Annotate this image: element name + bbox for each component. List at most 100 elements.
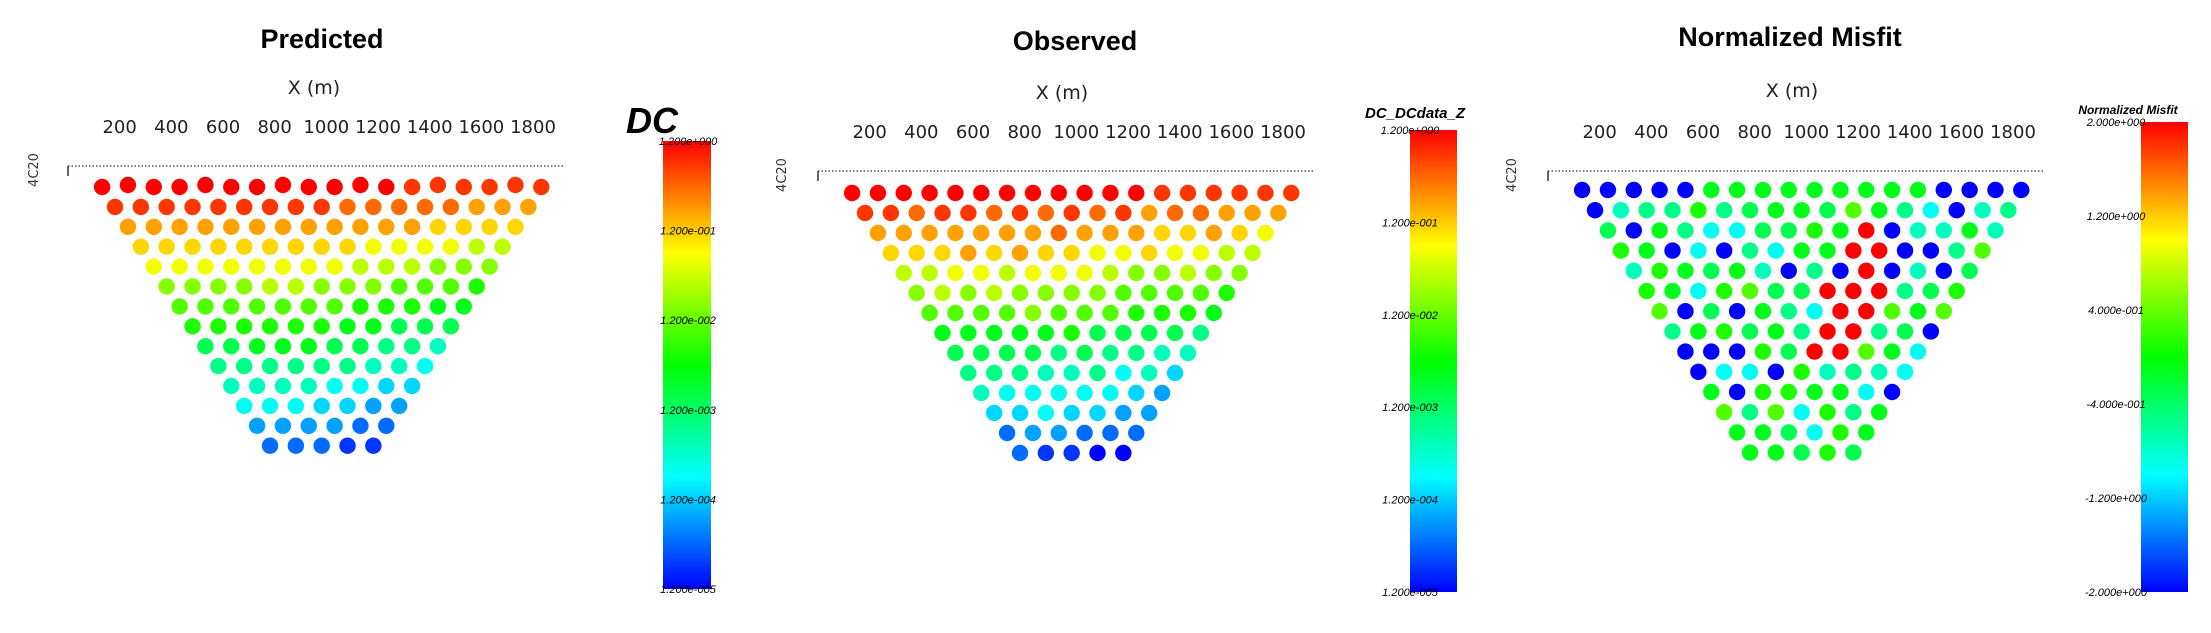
data-point bbox=[378, 377, 395, 395]
data-point bbox=[1832, 343, 1849, 360]
data-point bbox=[261, 357, 279, 375]
data-point bbox=[248, 298, 266, 315]
data-point bbox=[1883, 262, 1901, 279]
x-tick-label: 1600 bbox=[458, 117, 504, 138]
data-point bbox=[1651, 303, 1668, 320]
data-point bbox=[403, 377, 421, 395]
data-point bbox=[339, 318, 356, 335]
data-point bbox=[378, 298, 395, 315]
data-point bbox=[1599, 222, 1617, 239]
data-point bbox=[1270, 204, 1287, 222]
data-point bbox=[1063, 204, 1080, 222]
colorbar-tick-label: -2.000e+000 bbox=[2085, 587, 2148, 599]
data-point bbox=[1638, 282, 1655, 300]
data-point bbox=[1832, 424, 1849, 441]
data-point bbox=[158, 278, 175, 295]
data-point bbox=[158, 238, 175, 255]
data-point bbox=[403, 338, 421, 355]
data-point bbox=[1089, 204, 1106, 222]
data-point bbox=[223, 298, 240, 315]
data-point bbox=[1076, 424, 1093, 442]
data-point bbox=[300, 298, 317, 315]
data-point bbox=[197, 176, 214, 194]
data-point bbox=[882, 244, 900, 262]
data-point bbox=[1741, 282, 1759, 300]
data-point bbox=[390, 318, 408, 335]
data-point bbox=[507, 176, 524, 194]
data-point bbox=[1102, 224, 1119, 242]
colorbar: DC_DCdata_Z 1.200e+000 1.200e-001 1.200e-0… bbox=[1365, 105, 1466, 599]
panel-observed: Observed X (m) 200 400 600 800 1000 1200 1400 1… bbox=[775, 26, 1466, 599]
data-point bbox=[390, 198, 408, 216]
x-tick-label: 1800 bbox=[1260, 122, 1306, 143]
data-point bbox=[1115, 204, 1132, 222]
data-point bbox=[1715, 404, 1733, 421]
data-point bbox=[1102, 384, 1119, 402]
data-point bbox=[313, 437, 330, 454]
data-point bbox=[1948, 282, 1965, 300]
data-point bbox=[339, 397, 356, 415]
data-point bbox=[1677, 222, 1694, 239]
data-point bbox=[1625, 181, 1642, 199]
data-point bbox=[1819, 444, 1836, 461]
data-point bbox=[1909, 262, 1927, 279]
data-point bbox=[429, 298, 447, 315]
data-point bbox=[1128, 224, 1145, 242]
data-point bbox=[468, 278, 485, 295]
data-point bbox=[274, 298, 292, 315]
data-point bbox=[1909, 343, 1927, 360]
data-point bbox=[1140, 244, 1158, 262]
data-point bbox=[856, 204, 874, 222]
data-point bbox=[1166, 244, 1184, 262]
data-point bbox=[960, 204, 977, 222]
colorbar-tick-label: 1.200e-004 bbox=[1382, 495, 1438, 507]
data-point bbox=[468, 198, 485, 216]
panel-title: Normalized Misfit bbox=[1678, 22, 1902, 52]
data-point bbox=[1741, 444, 1759, 461]
data-point bbox=[1780, 303, 1797, 320]
data-point bbox=[145, 258, 162, 275]
data-point bbox=[210, 278, 227, 295]
data-point bbox=[1625, 262, 1642, 279]
data-point bbox=[481, 258, 498, 275]
data-point bbox=[1870, 282, 1888, 300]
colorbar-tick-label: 1.200e+000 bbox=[659, 136, 718, 148]
colorbar-tick-label: 2.000e+000 bbox=[2086, 117, 2146, 129]
data-point bbox=[261, 278, 279, 295]
data-point bbox=[1011, 444, 1029, 462]
data-point bbox=[895, 264, 912, 282]
data-point bbox=[1896, 282, 1914, 300]
data-point bbox=[313, 318, 330, 335]
data-point bbox=[1883, 343, 1901, 360]
data-point bbox=[223, 377, 240, 395]
x-tick-labels: 200 400 600 800 1000 1200 1400 1600 1800 bbox=[102, 117, 555, 138]
data-point bbox=[352, 298, 369, 315]
x-tick-label: 800 bbox=[1737, 122, 1771, 143]
data-point bbox=[1961, 181, 1978, 199]
data-point bbox=[1218, 204, 1235, 222]
data-point bbox=[365, 278, 382, 295]
data-point bbox=[1806, 303, 1823, 320]
data-point bbox=[1664, 323, 1681, 340]
data-point bbox=[1845, 242, 1862, 259]
data-point bbox=[1128, 264, 1145, 282]
data-point bbox=[416, 318, 434, 335]
data-point bbox=[261, 198, 279, 216]
data-point bbox=[1819, 363, 1836, 380]
colorbar: Normalized Misfit 2.000e+000 1.200e+000 4.… bbox=[2078, 103, 2188, 599]
data-point bbox=[985, 284, 1003, 302]
data-point bbox=[352, 218, 369, 235]
data-point bbox=[235, 357, 253, 375]
data-point bbox=[960, 364, 977, 382]
x-tick-label: 600 bbox=[1686, 122, 1720, 143]
data-point bbox=[1974, 242, 1991, 259]
data-point bbox=[1063, 244, 1080, 262]
x-tick-label: 1000 bbox=[1053, 122, 1099, 143]
panel-predicted: Predicted X (m) 200 400 600 800 1000 1200 1400… bbox=[27, 24, 718, 596]
x-tick-label: 400 bbox=[1634, 122, 1668, 143]
data-point bbox=[326, 417, 343, 434]
data-point bbox=[416, 278, 434, 295]
data-point bbox=[390, 238, 408, 255]
data-point bbox=[1128, 184, 1145, 202]
data-point bbox=[1192, 284, 1210, 302]
